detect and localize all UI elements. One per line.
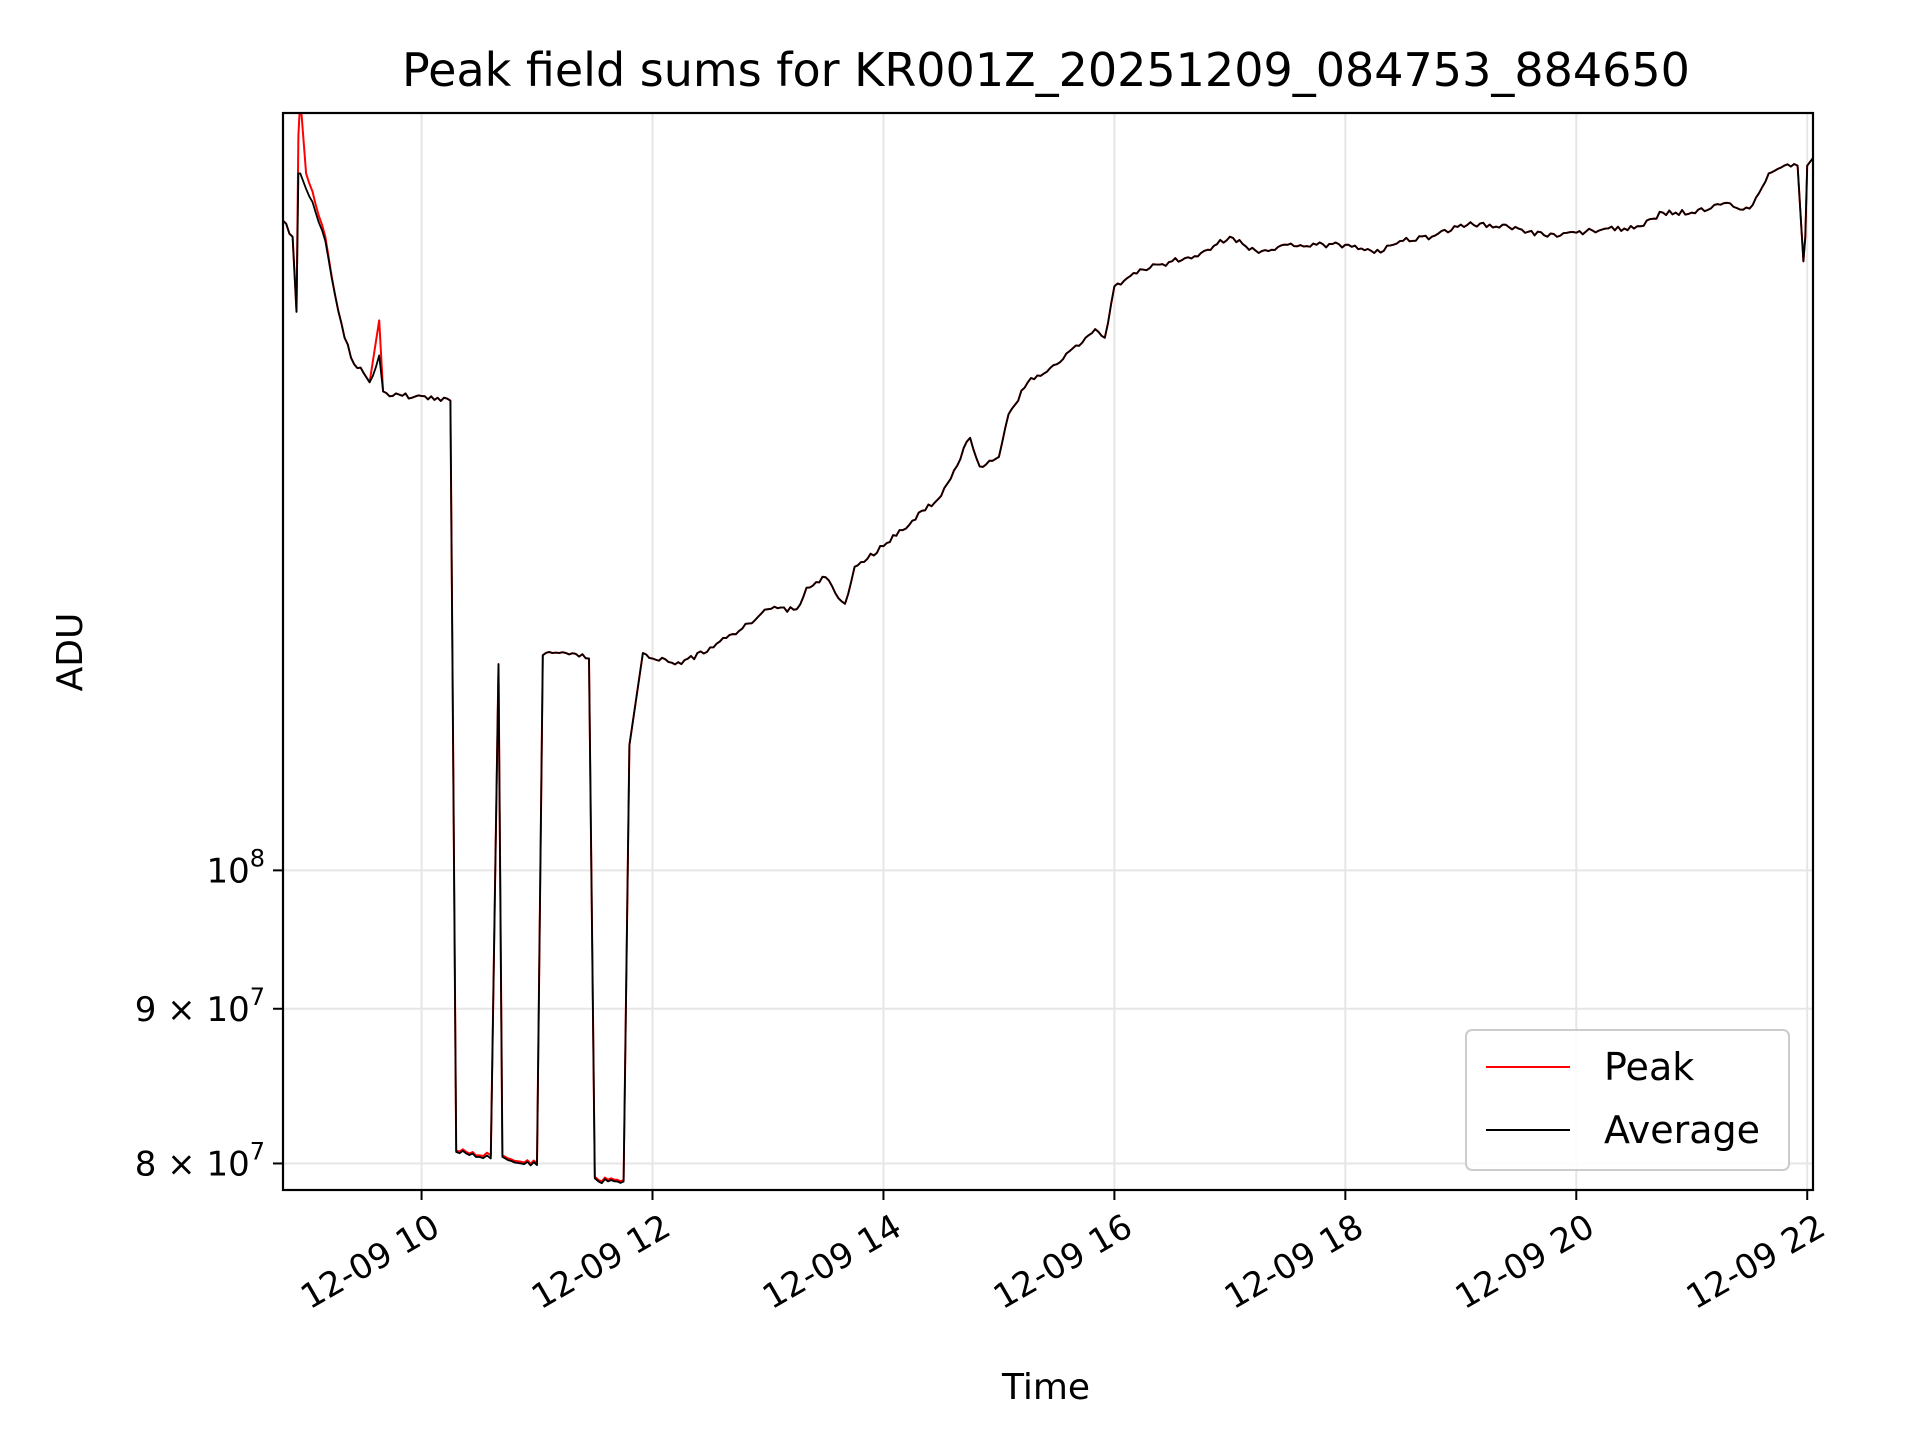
legend: Peak Average [1465,1029,1790,1171]
y-tick-label: 9 × 107 [135,983,265,1030]
y-tick-label: 8 × 107 [135,1137,265,1184]
grid [283,113,1813,1190]
legend-label-peak: Peak [1604,1045,1694,1089]
series-group [283,113,1813,1185]
y-tick-label: 108 [206,844,265,891]
y-axis: 8 × 107 9 × 107 108 [135,844,283,1184]
y-axis-title: ADU [50,613,91,692]
legend-box [1465,1029,1790,1171]
chart-title: Peak field sums for KR001Z_20251209_0847… [402,43,1690,97]
series-line-average [283,157,1813,1185]
x-axis-title: Time [1001,1367,1090,1408]
legend-label-average: Average [1604,1108,1760,1152]
plot-frame [281,111,1815,1192]
